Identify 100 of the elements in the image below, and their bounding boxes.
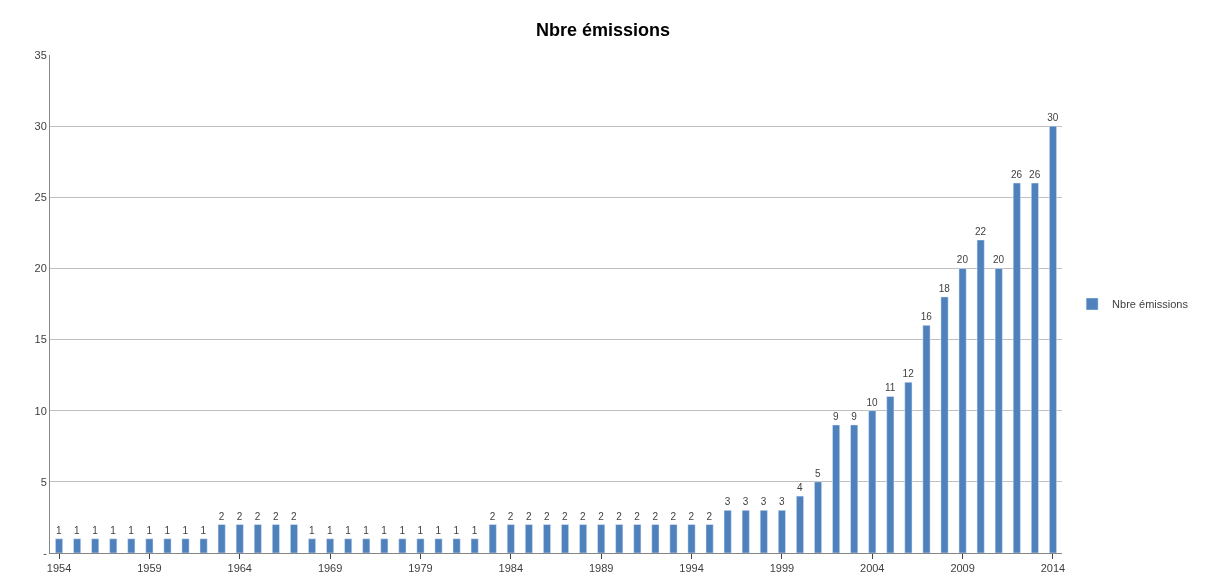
data-label: 2 (218, 510, 225, 522)
bar (434, 538, 443, 553)
data-label: 4 (796, 482, 803, 494)
bar (759, 510, 768, 553)
bar (579, 524, 587, 553)
bar (814, 481, 822, 553)
bar (73, 538, 81, 553)
data-label: 2 (706, 510, 713, 522)
bar (290, 524, 298, 553)
bar (904, 382, 913, 553)
bar (272, 524, 280, 553)
bar (326, 538, 334, 553)
bar (217, 524, 226, 553)
data-label: 12 (902, 368, 915, 380)
data-label: 16 (920, 311, 933, 323)
y-tick-label: 35 (34, 48, 47, 61)
bar (127, 538, 136, 553)
data-label: 1 (200, 524, 207, 536)
data-label: 26 (1029, 169, 1041, 181)
data-label: 1 (74, 524, 81, 536)
bar (416, 538, 425, 553)
data-label: 20 (956, 254, 969, 266)
x-tick-label: 1979 (408, 562, 433, 575)
data-label: 2 (616, 510, 623, 522)
data-label: 11 (884, 382, 896, 394)
bar (109, 538, 118, 553)
bar (886, 396, 895, 553)
data-label: 1 (182, 524, 189, 536)
bar (362, 538, 371, 553)
bar (91, 538, 100, 553)
bar (705, 524, 714, 553)
bar (868, 410, 877, 553)
chart-title: Nbre émissions (535, 20, 671, 41)
x-tick-label: 1964 (227, 562, 252, 575)
data-label: 9 (833, 410, 840, 422)
data-label: 1 (435, 524, 442, 536)
bar (633, 524, 642, 553)
data-label: 26 (1011, 169, 1023, 181)
x-tick-label: 1994 (679, 562, 704, 575)
data-label: 1 (399, 524, 406, 536)
data-label: 1 (345, 524, 352, 536)
data-label: 2 (688, 510, 695, 522)
bar (778, 510, 786, 553)
bar (235, 524, 244, 553)
y-tick-label: 20 (34, 262, 47, 275)
bar (525, 524, 533, 553)
bar (543, 524, 551, 553)
y-tick-label: - (43, 546, 48, 559)
data-label: 9 (851, 410, 858, 422)
data-label: 1 (92, 524, 99, 536)
data-label: 1 (146, 524, 153, 536)
x-tick-label: 1969 (317, 562, 343, 575)
bar (380, 538, 389, 553)
data-label: 2 (236, 510, 243, 522)
bar (308, 538, 316, 553)
bar (796, 495, 804, 553)
bar (922, 325, 931, 553)
bar (958, 268, 967, 553)
data-label: 20 (992, 254, 1005, 266)
data-label: 1 (471, 524, 478, 536)
x-tick-label: 2014 (1040, 562, 1066, 575)
data-label: 3 (742, 496, 749, 508)
data-label: 18 (938, 282, 951, 294)
bar (651, 524, 660, 553)
data-label: 2 (652, 510, 659, 522)
data-label: 1 (56, 524, 63, 536)
data-label: 1 (363, 524, 370, 536)
y-tick-label: 15 (34, 333, 47, 346)
bar (452, 538, 461, 553)
bar (398, 538, 407, 553)
bar (994, 268, 1003, 553)
y-tick-label: 10 (34, 404, 47, 417)
x-tick-label: 1989 (588, 562, 614, 575)
bar (597, 524, 606, 553)
bar (615, 524, 624, 553)
data-label: 2 (562, 510, 569, 522)
bar (470, 538, 479, 553)
legend-label: Nbre émissions (1112, 298, 1189, 311)
data-label: 2 (543, 510, 550, 522)
data-label: 1 (110, 524, 117, 536)
y-tick-label: 5 (40, 475, 47, 488)
bar (940, 296, 949, 553)
data-label: 30 (1047, 112, 1059, 124)
data-label: 1 (417, 524, 424, 536)
data-label: 2 (254, 510, 261, 522)
y-tick-label: 25 (34, 191, 47, 204)
x-tick-label: 1954 (46, 562, 72, 575)
data-label: 2 (598, 510, 605, 522)
bar (1012, 182, 1021, 553)
data-label: 1 (128, 524, 135, 536)
data-label: 2 (272, 510, 279, 522)
bar (1031, 182, 1039, 553)
x-tick-label: 1984 (498, 562, 524, 575)
data-label: 3 (724, 496, 731, 508)
data-label: 10 (866, 396, 879, 408)
data-label: 1 (164, 524, 171, 536)
data-label: 2 (580, 510, 587, 522)
data-label: 2 (634, 510, 641, 522)
y-tick-label: 30 (34, 119, 47, 132)
data-label: 2 (525, 510, 532, 522)
